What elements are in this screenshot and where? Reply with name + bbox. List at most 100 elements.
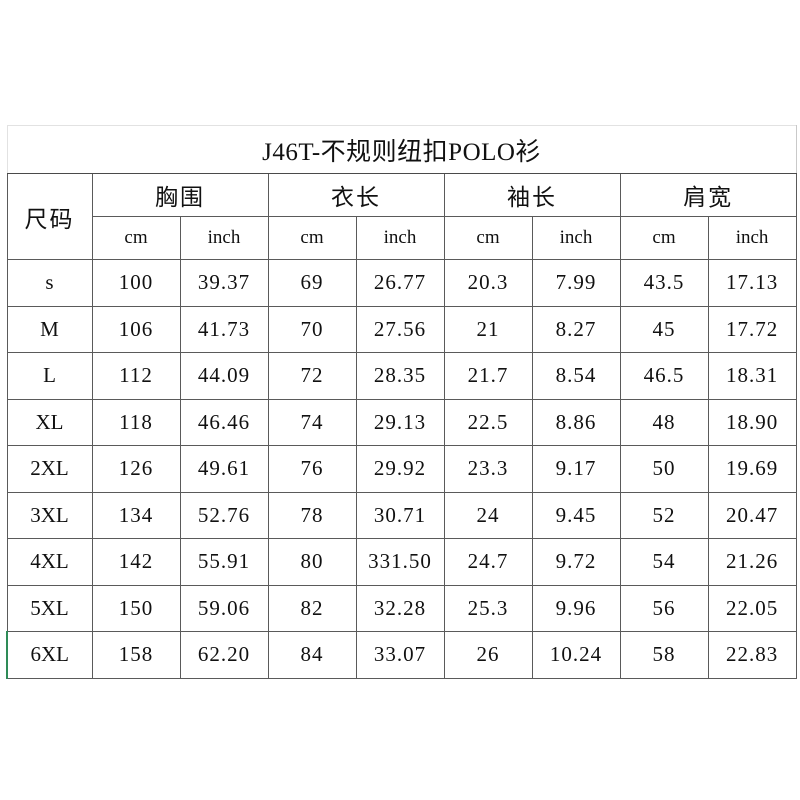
cell-measurement[interactable]: 52 — [619, 491, 709, 539]
size-chart-container: J46T-不规则纽扣POLO衫 尺码 胸围 衣长 袖长 肩宽 cm inch cm inch cm i… — [6, 125, 797, 679]
cell-measurement[interactable]: 26.77 — [355, 259, 445, 307]
table-row[interactable]: s 100 39.37 69 26.77 20.3 7.99 43.5 17.13 — [6, 259, 797, 307]
cell-measurement[interactable]: 8.86 — [531, 398, 621, 446]
size-chart-table: J46T-不规则纽扣POLO衫 尺码 胸围 衣长 袖长 肩宽 cm inch cm inch cm i… — [6, 125, 797, 679]
cell-measurement[interactable]: 39.37 — [179, 259, 269, 307]
cell-measurement[interactable]: 52.76 — [179, 491, 269, 539]
cell-measurement[interactable]: 158 — [91, 631, 181, 679]
cell-measurement[interactable]: 24 — [443, 491, 533, 539]
cell-measurement[interactable]: 72 — [267, 352, 357, 400]
cell-measurement[interactable]: 26 — [443, 631, 533, 679]
cell-measurement[interactable]: 10.24 — [531, 631, 621, 679]
cell-measurement[interactable]: 9.45 — [531, 491, 621, 539]
cell-measurement[interactable]: 58 — [619, 631, 709, 679]
column-header-unit: cm — [619, 216, 709, 260]
cell-measurement[interactable]: 62.20 — [179, 631, 269, 679]
cell-measurement[interactable]: 23.3 — [443, 445, 533, 493]
cell-size-label[interactable]: XL — [6, 398, 93, 446]
cell-size-label[interactable]: s — [6, 259, 93, 307]
cell-measurement[interactable]: 18.90 — [707, 398, 797, 446]
cell-measurement[interactable]: 84 — [267, 631, 357, 679]
cell-measurement[interactable]: 29.92 — [355, 445, 445, 493]
cell-measurement[interactable]: 8.54 — [531, 352, 621, 400]
cell-measurement[interactable]: 21.26 — [707, 538, 797, 586]
cell-measurement[interactable]: 21.7 — [443, 352, 533, 400]
table-row[interactable]: 5XL 150 59.06 82 32.28 25.3 9.96 56 22.05 — [6, 584, 797, 632]
cell-measurement[interactable]: 8.27 — [531, 305, 621, 353]
cell-size-label[interactable]: L — [6, 352, 93, 400]
cell-measurement[interactable]: 27.56 — [355, 305, 445, 353]
cell-measurement[interactable]: 126 — [91, 445, 181, 493]
cell-measurement[interactable]: 80 — [267, 538, 357, 586]
cell-measurement[interactable]: 48 — [619, 398, 709, 446]
cell-measurement[interactable]: 7.99 — [531, 259, 621, 307]
cell-measurement[interactable]: 45 — [619, 305, 709, 353]
cell-measurement[interactable]: 21 — [443, 305, 533, 353]
cell-measurement[interactable]: 17.72 — [707, 305, 797, 353]
cell-measurement[interactable]: 22.5 — [443, 398, 533, 446]
cell-measurement[interactable]: 56 — [619, 584, 709, 632]
cell-measurement[interactable]: 9.17 — [531, 445, 621, 493]
cell-size-label[interactable]: 4XL — [6, 538, 93, 586]
cell-measurement[interactable]: 44.09 — [179, 352, 269, 400]
table-row[interactable]: M 106 41.73 70 27.56 21 8.27 45 17.72 — [6, 305, 797, 353]
cell-measurement[interactable]: 24.7 — [443, 538, 533, 586]
cell-size-label[interactable]: 2XL — [6, 445, 93, 493]
table-row[interactable]: XL 118 46.46 74 29.13 22.5 8.86 48 18.90 — [6, 398, 797, 446]
column-header-unit: inch — [531, 216, 621, 260]
table-row[interactable]: 2XL 126 49.61 76 29.92 23.3 9.17 50 19.69 — [6, 445, 797, 493]
column-header-group: 胸围 — [91, 173, 269, 217]
column-header-size: 尺码 — [6, 173, 93, 260]
cell-measurement[interactable]: 55.91 — [179, 538, 269, 586]
cell-measurement[interactable]: 100 — [91, 259, 181, 307]
cell-measurement[interactable]: 29.13 — [355, 398, 445, 446]
cell-measurement[interactable]: 150 — [91, 584, 181, 632]
cell-measurement[interactable]: 30.71 — [355, 491, 445, 539]
cell-measurement[interactable]: 134 — [91, 491, 181, 539]
cell-measurement[interactable]: 54 — [619, 538, 709, 586]
cell-measurement[interactable]: 41.73 — [179, 305, 269, 353]
cell-measurement[interactable]: 20.47 — [707, 491, 797, 539]
cell-measurement[interactable]: 9.72 — [531, 538, 621, 586]
cell-measurement[interactable]: 70 — [267, 305, 357, 353]
cell-size-label[interactable]: M — [6, 305, 93, 353]
cell-size-label[interactable]: 6XL — [6, 631, 93, 679]
cell-measurement[interactable]: 59.06 — [179, 584, 269, 632]
cell-measurement[interactable]: 106 — [91, 305, 181, 353]
cell-measurement[interactable]: 22.05 — [707, 584, 797, 632]
cell-measurement[interactable]: 18.31 — [707, 352, 797, 400]
cell-measurement[interactable]: 118 — [91, 398, 181, 446]
cell-measurement[interactable]: 32.28 — [355, 584, 445, 632]
cell-measurement[interactable]: 28.35 — [355, 352, 445, 400]
cell-measurement[interactable]: 33.07 — [355, 631, 445, 679]
cell-measurement[interactable]: 142 — [91, 538, 181, 586]
cell-measurement[interactable]: 20.3 — [443, 259, 533, 307]
table-row[interactable]: 4XL 142 55.91 80 331.50 24.7 9.72 54 21.26 — [6, 538, 797, 586]
cell-measurement[interactable]: 82 — [267, 584, 357, 632]
cell-measurement[interactable]: 17.13 — [707, 259, 797, 307]
cell-measurement[interactable]: 49.61 — [179, 445, 269, 493]
cell-measurement[interactable]: 331.50 — [355, 538, 445, 586]
cell-measurement[interactable]: 43.5 — [619, 259, 709, 307]
table-row[interactable]: L 112 44.09 72 28.35 21.7 8.54 46.5 18.31 — [6, 352, 797, 400]
table-row[interactable]: 6XL 158 62.20 84 33.07 26 10.24 58 22.83 — [6, 631, 797, 679]
cell-measurement[interactable]: 78 — [267, 491, 357, 539]
cell-measurement[interactable]: 112 — [91, 352, 181, 400]
cell-measurement[interactable]: 46.5 — [619, 352, 709, 400]
column-header-unit: inch — [179, 216, 269, 260]
column-header-group: 袖长 — [443, 173, 621, 217]
table-row[interactable]: 3XL 134 52.76 78 30.71 24 9.45 52 20.47 — [6, 491, 797, 539]
column-header-unit: cm — [443, 216, 533, 260]
cell-measurement[interactable]: 50 — [619, 445, 709, 493]
cell-measurement[interactable]: 25.3 — [443, 584, 533, 632]
cell-size-label[interactable]: 5XL — [6, 584, 93, 632]
cell-measurement[interactable]: 74 — [267, 398, 357, 446]
cell-measurement[interactable]: 22.83 — [707, 631, 797, 679]
cell-measurement[interactable]: 9.96 — [531, 584, 621, 632]
cell-size-label[interactable]: 3XL — [6, 491, 93, 539]
cell-measurement[interactable]: 69 — [267, 259, 357, 307]
cell-measurement[interactable]: 46.46 — [179, 398, 269, 446]
cell-measurement[interactable]: 19.69 — [707, 445, 797, 493]
cell-measurement[interactable]: 76 — [267, 445, 357, 493]
